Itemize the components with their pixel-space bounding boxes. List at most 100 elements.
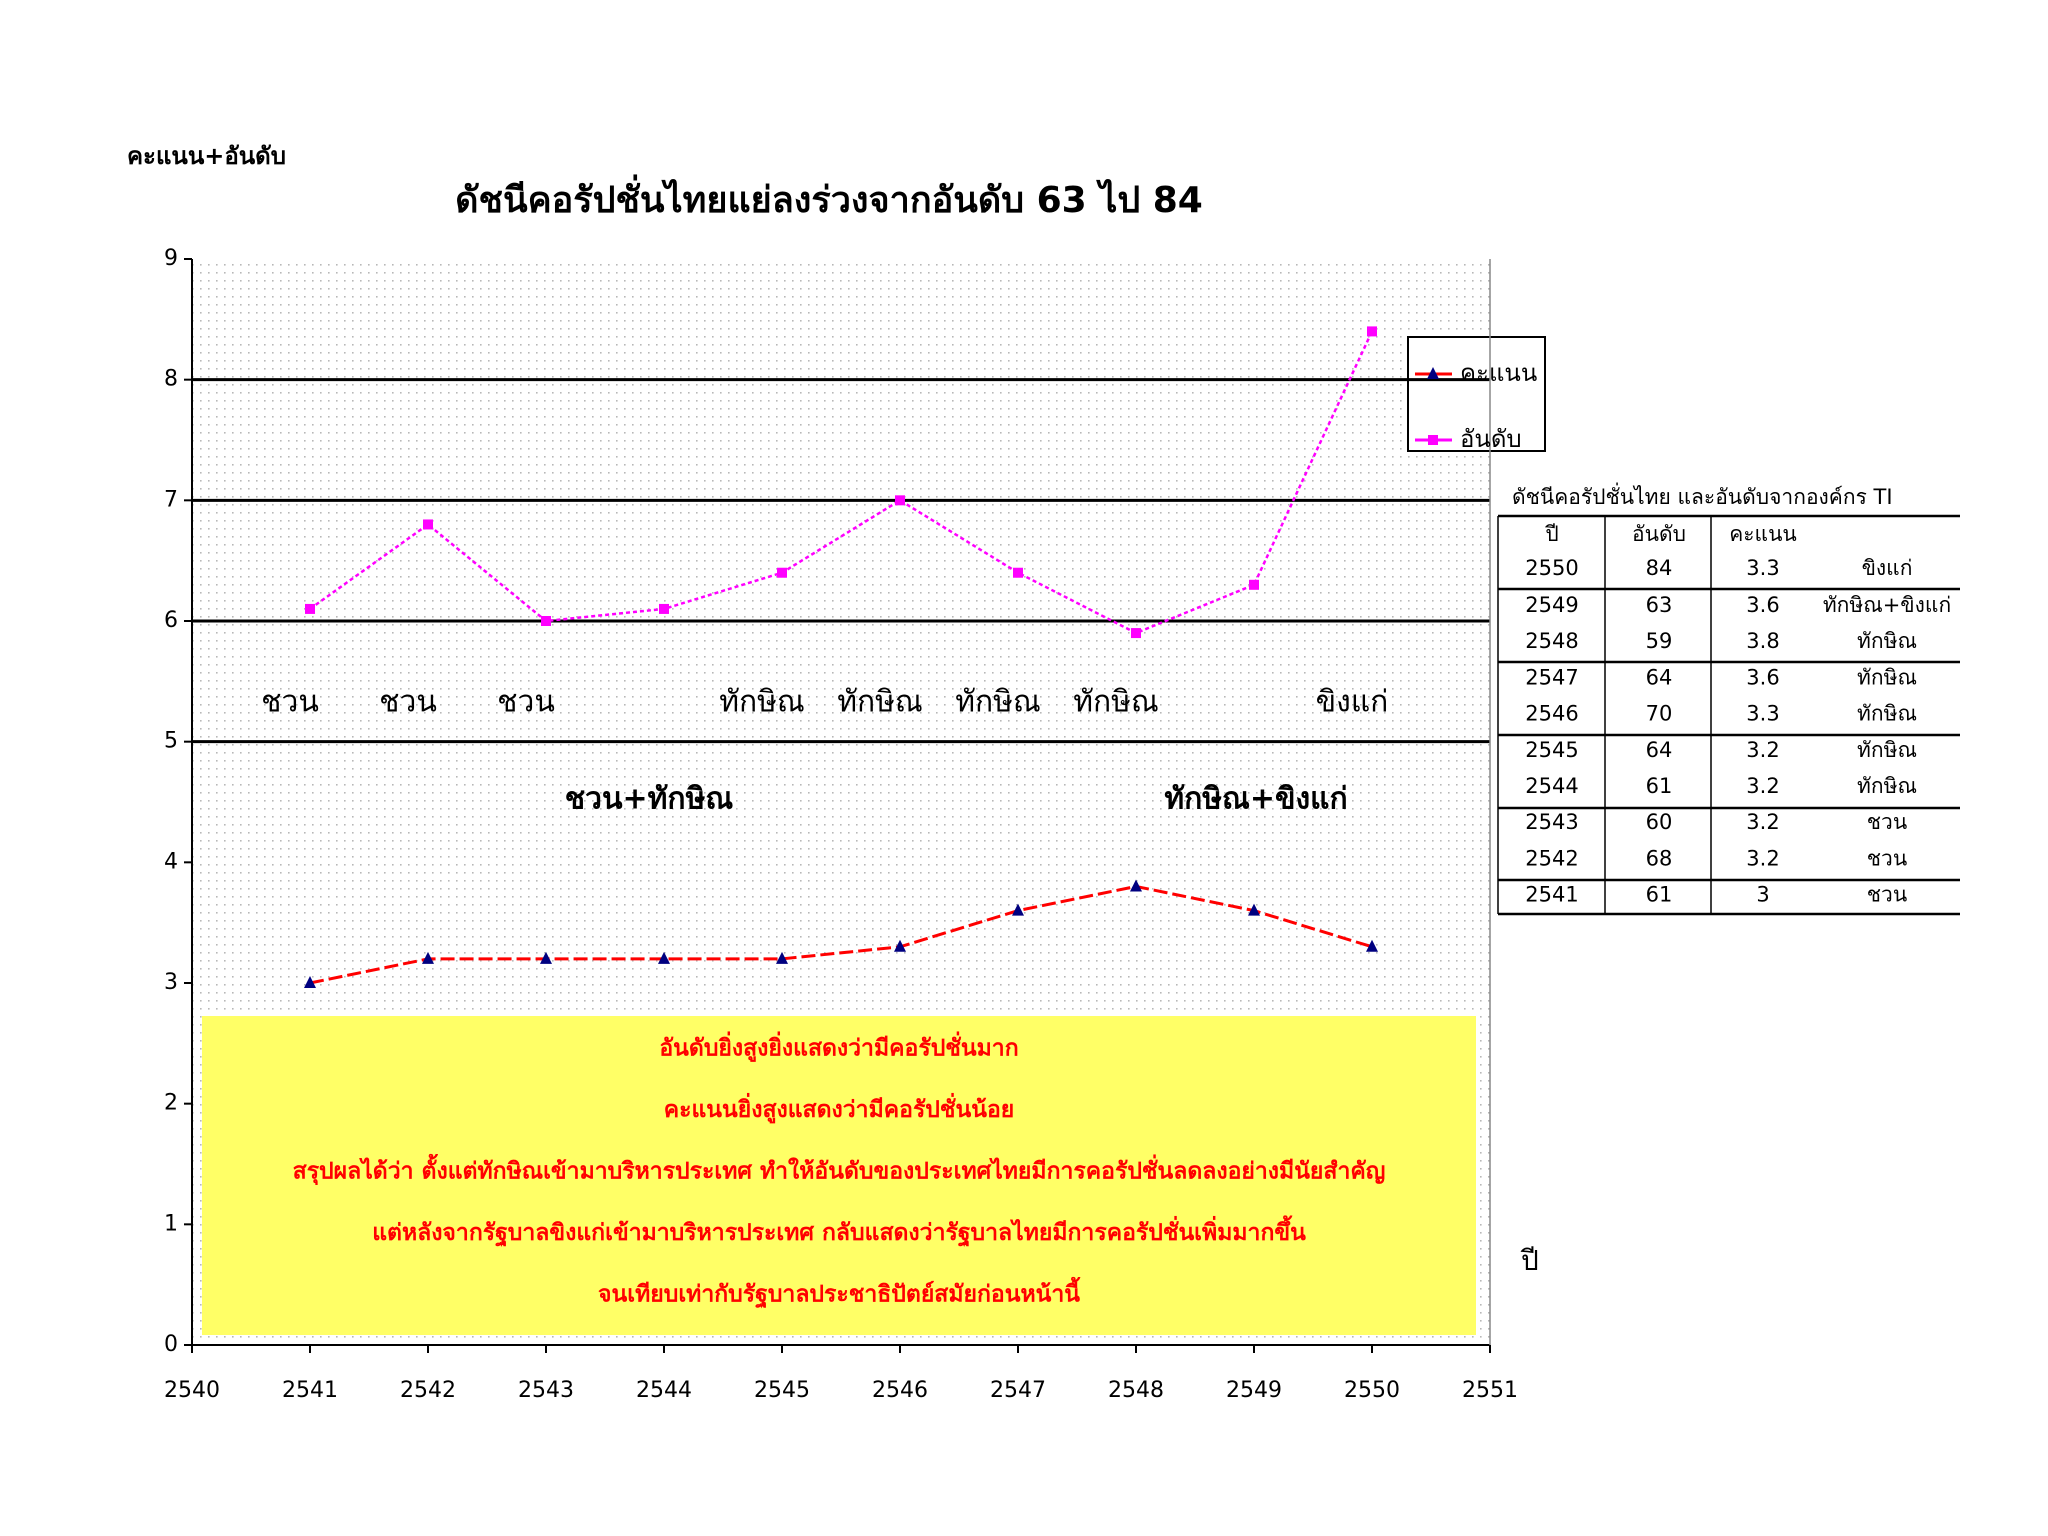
note-line: แต่หลังจากรัฐบาลขิงแก่เข้ามาบริหารประเทศ… xyxy=(372,1215,1306,1247)
point-marker xyxy=(1013,567,1023,578)
note-box xyxy=(202,1016,1476,1335)
table-cell: ชวน xyxy=(1867,810,1907,834)
x-tick-label: 2546 xyxy=(872,1378,928,1403)
table-cell: 2544 xyxy=(1525,774,1578,798)
table-cell: 3.2 xyxy=(1746,738,1779,762)
table-header: คะแนน xyxy=(1729,522,1797,546)
x-tick-label: 2544 xyxy=(636,1378,692,1403)
table-cell: 68 xyxy=(1646,846,1673,870)
era-label: ขิงแก่ xyxy=(1316,685,1389,720)
y-tick-label: 9 xyxy=(164,246,178,271)
table-cell: ทักษิณ xyxy=(1857,629,1917,653)
note-line: จนเทียบเท่ากับรัฐบาลประชาธิปัตย์สมัยก่อน… xyxy=(598,1277,1081,1309)
legend-marker xyxy=(1427,367,1439,379)
table-title: ดัชนีคอรัปชั่นไทย และอันดับจากองค์กร TI xyxy=(1512,482,1893,509)
y-tick-label: 0 xyxy=(164,1332,178,1357)
x-tick-label: 2547 xyxy=(990,1378,1046,1403)
note-line: อันดับยิ่งสูงยิ่งแสดงว่ามีคอรัปชั่นมาก xyxy=(659,1031,1018,1063)
point-marker xyxy=(1367,326,1377,337)
point-marker xyxy=(1366,939,1378,952)
era-label: ทักษิณ xyxy=(1073,685,1159,720)
table-cell: 3.8 xyxy=(1746,629,1779,653)
table-cell: 3.2 xyxy=(1746,810,1779,834)
era-label: ทักษิณ xyxy=(719,685,805,720)
point-marker xyxy=(895,495,905,506)
table-cell: 61 xyxy=(1646,883,1673,907)
point-marker xyxy=(305,603,315,614)
table-header: อันดับ xyxy=(1632,522,1686,546)
point-marker xyxy=(304,976,316,988)
table-cell: ชวน xyxy=(1867,883,1907,907)
point-marker xyxy=(777,567,787,578)
y-axis-label: คะแนน+อันดับ xyxy=(127,142,286,170)
table-cell: 60 xyxy=(1646,810,1673,834)
era-label: ชวน xyxy=(497,685,555,720)
point-marker xyxy=(422,951,434,964)
legend-box xyxy=(1407,336,1546,452)
x-tick-label: 2542 xyxy=(400,1378,456,1403)
y-tick-label: 4 xyxy=(164,849,178,874)
period-label: ชวน+ทักษิณ xyxy=(565,782,734,817)
era-label: ทักษิณ xyxy=(955,685,1041,720)
series-line xyxy=(309,884,1373,985)
point-marker xyxy=(659,603,669,614)
table-cell: 3.6 xyxy=(1746,665,1779,689)
table-cell: 3.6 xyxy=(1746,593,1779,617)
table-cell: 2542 xyxy=(1525,846,1578,870)
table-cell: 63 xyxy=(1646,593,1673,617)
point-marker xyxy=(541,616,551,626)
chart-title: ดัชนีคอรัปชั่นไทยแย่ลงร่วงจากอันดับ 63 ไ… xyxy=(455,174,1203,221)
x-tick-label: 2543 xyxy=(518,1378,574,1403)
note-line: คะแนนยิ่งสูงแสดงว่ามีคอรัปชั่นน้อย xyxy=(664,1092,1015,1124)
period-label: ทักษิณ+ขิงแก่ xyxy=(1164,782,1347,817)
y-tick-label: 8 xyxy=(164,367,178,392)
table-cell: 2548 xyxy=(1525,629,1578,653)
y-tick-label: 7 xyxy=(164,487,178,512)
y-tick-label: 5 xyxy=(164,729,178,754)
table-cell: 3.2 xyxy=(1746,774,1779,798)
x-tick-label: 2549 xyxy=(1226,1378,1282,1403)
note-line: สรุปผลได้ว่า ตั้งแต่ทักษิณเข้ามาบริหารปร… xyxy=(293,1154,1386,1186)
table-cell: ทักษิณ xyxy=(1857,702,1917,726)
table-cell: 2549 xyxy=(1525,593,1578,617)
point-marker xyxy=(658,951,670,964)
x-tick-label: 2548 xyxy=(1108,1378,1164,1403)
table-cell: 3 xyxy=(1756,883,1769,907)
table-cell: 84 xyxy=(1646,556,1673,580)
table-cell: 2543 xyxy=(1525,810,1578,834)
table-cell: ทักษิณ xyxy=(1857,665,1917,689)
era-label: ทักษิณ xyxy=(837,685,923,720)
point-marker xyxy=(1248,903,1260,916)
y-tick-label: 6 xyxy=(164,608,178,633)
table-cell: 3.2 xyxy=(1746,846,1779,870)
table-cell: 2541 xyxy=(1525,883,1578,907)
point-marker xyxy=(540,951,552,964)
point-marker xyxy=(1249,579,1259,590)
table-cell: 3.3 xyxy=(1746,702,1779,726)
table-cell: 64 xyxy=(1646,738,1673,762)
y-tick-label: 1 xyxy=(164,1211,178,1236)
x-tick-label: 2550 xyxy=(1344,1378,1400,1403)
legend-marker xyxy=(1428,435,1438,445)
point-marker xyxy=(1131,628,1141,639)
y-tick-label: 3 xyxy=(164,970,178,995)
table-cell: 2546 xyxy=(1525,702,1578,726)
x-axis-label: ปี xyxy=(1520,1244,1539,1277)
legend-label: อันดับ xyxy=(1460,425,1522,453)
x-tick-label: 2545 xyxy=(754,1378,810,1403)
point-marker xyxy=(1012,903,1024,916)
table-cell: ทักษิณ+ขิงแก่ xyxy=(1823,593,1951,617)
table-cell: 61 xyxy=(1646,774,1673,798)
point-marker xyxy=(894,939,906,952)
table-cell: ทักษิณ xyxy=(1857,738,1917,762)
table-cell: 3.3 xyxy=(1746,556,1779,580)
table-cell: ชวน xyxy=(1867,846,1907,870)
table-cell: 70 xyxy=(1646,702,1673,726)
legend-label: คะแนน xyxy=(1460,359,1537,387)
table-cell: 59 xyxy=(1646,629,1673,653)
point-marker xyxy=(423,519,433,530)
table-cell: ทักษิณ xyxy=(1857,774,1917,798)
table-header: ปี xyxy=(1545,522,1559,546)
